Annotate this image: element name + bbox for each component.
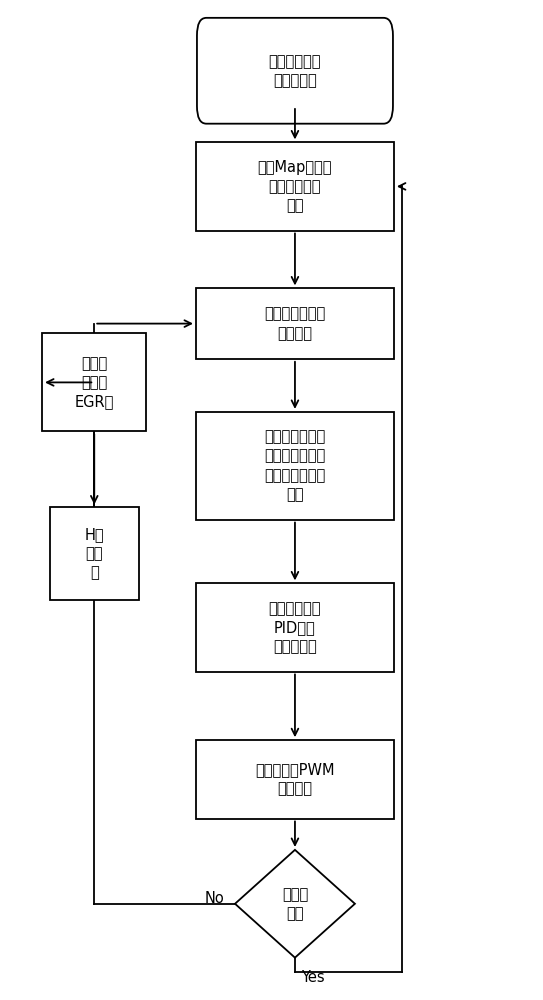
Bar: [196, 288, 394, 359]
FancyBboxPatch shape: [197, 18, 393, 124]
Text: 测量实际过量空
气系数值: 测量实际过量空 气系数值: [264, 306, 326, 341]
Text: 计算实际过量空
气系数值与最佳
过量空气系数值
之差: 计算实际过量空 气系数值与最佳 过量空气系数值 之差: [264, 429, 326, 502]
Bar: [196, 142, 394, 231]
Bar: [50, 507, 138, 600]
Bar: [42, 333, 147, 431]
Text: H桥
驱动
器: H桥 驱动 器: [85, 527, 104, 581]
Text: 根据差值通过
PID控制
计算控制量: 根据差值通过 PID控制 计算控制量: [269, 601, 321, 654]
Text: Yes: Yes: [301, 970, 325, 985]
Text: 采集转速信号
和油门信号: 采集转速信号 和油门信号: [269, 54, 321, 88]
Polygon shape: [235, 850, 355, 958]
Bar: [196, 412, 394, 520]
Text: No: No: [205, 891, 225, 906]
Text: 查询Map确定最
佳过量空气系
数值: 查询Map确定最 佳过量空气系 数值: [258, 160, 332, 213]
Text: 直流电
机驱动
EGR阀: 直流电 机驱动 EGR阀: [74, 356, 114, 409]
Text: 将控制量以PWM
信号输出: 将控制量以PWM 信号输出: [255, 762, 334, 796]
Text: 采样时
间？: 采样时 间？: [282, 887, 308, 921]
Bar: [196, 583, 394, 672]
Bar: [196, 740, 394, 818]
